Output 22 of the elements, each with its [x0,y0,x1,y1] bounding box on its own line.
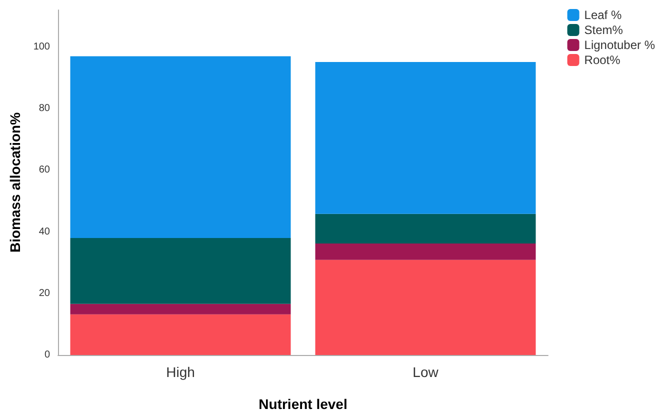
y-tick-label: 80 [38,103,50,114]
x-tick-label: Low [412,364,440,380]
legend-label: Leaf % [584,8,622,22]
bar [70,314,291,355]
y-tick-label: 40 [38,226,50,238]
y-tick-label: 20 [38,288,50,299]
legend-label: Lignotuber % [584,38,656,52]
bar [315,243,536,260]
x-axis-title: Nutrient level [258,396,348,412]
bar [315,214,536,244]
bar [315,62,536,214]
bar [70,238,291,304]
legend-label: Root% [584,53,621,67]
y-tick-label: 60 [38,164,50,176]
bar [70,56,291,238]
y-tick-label: 100 [33,41,50,52]
x-tick-label: High [166,364,195,380]
y-tick-label: 0 [44,350,50,360]
y-axis-title: Biomass allocation% [7,112,23,253]
bar [70,304,291,314]
legend-label: Stem% [584,23,624,37]
bar [315,260,536,355]
